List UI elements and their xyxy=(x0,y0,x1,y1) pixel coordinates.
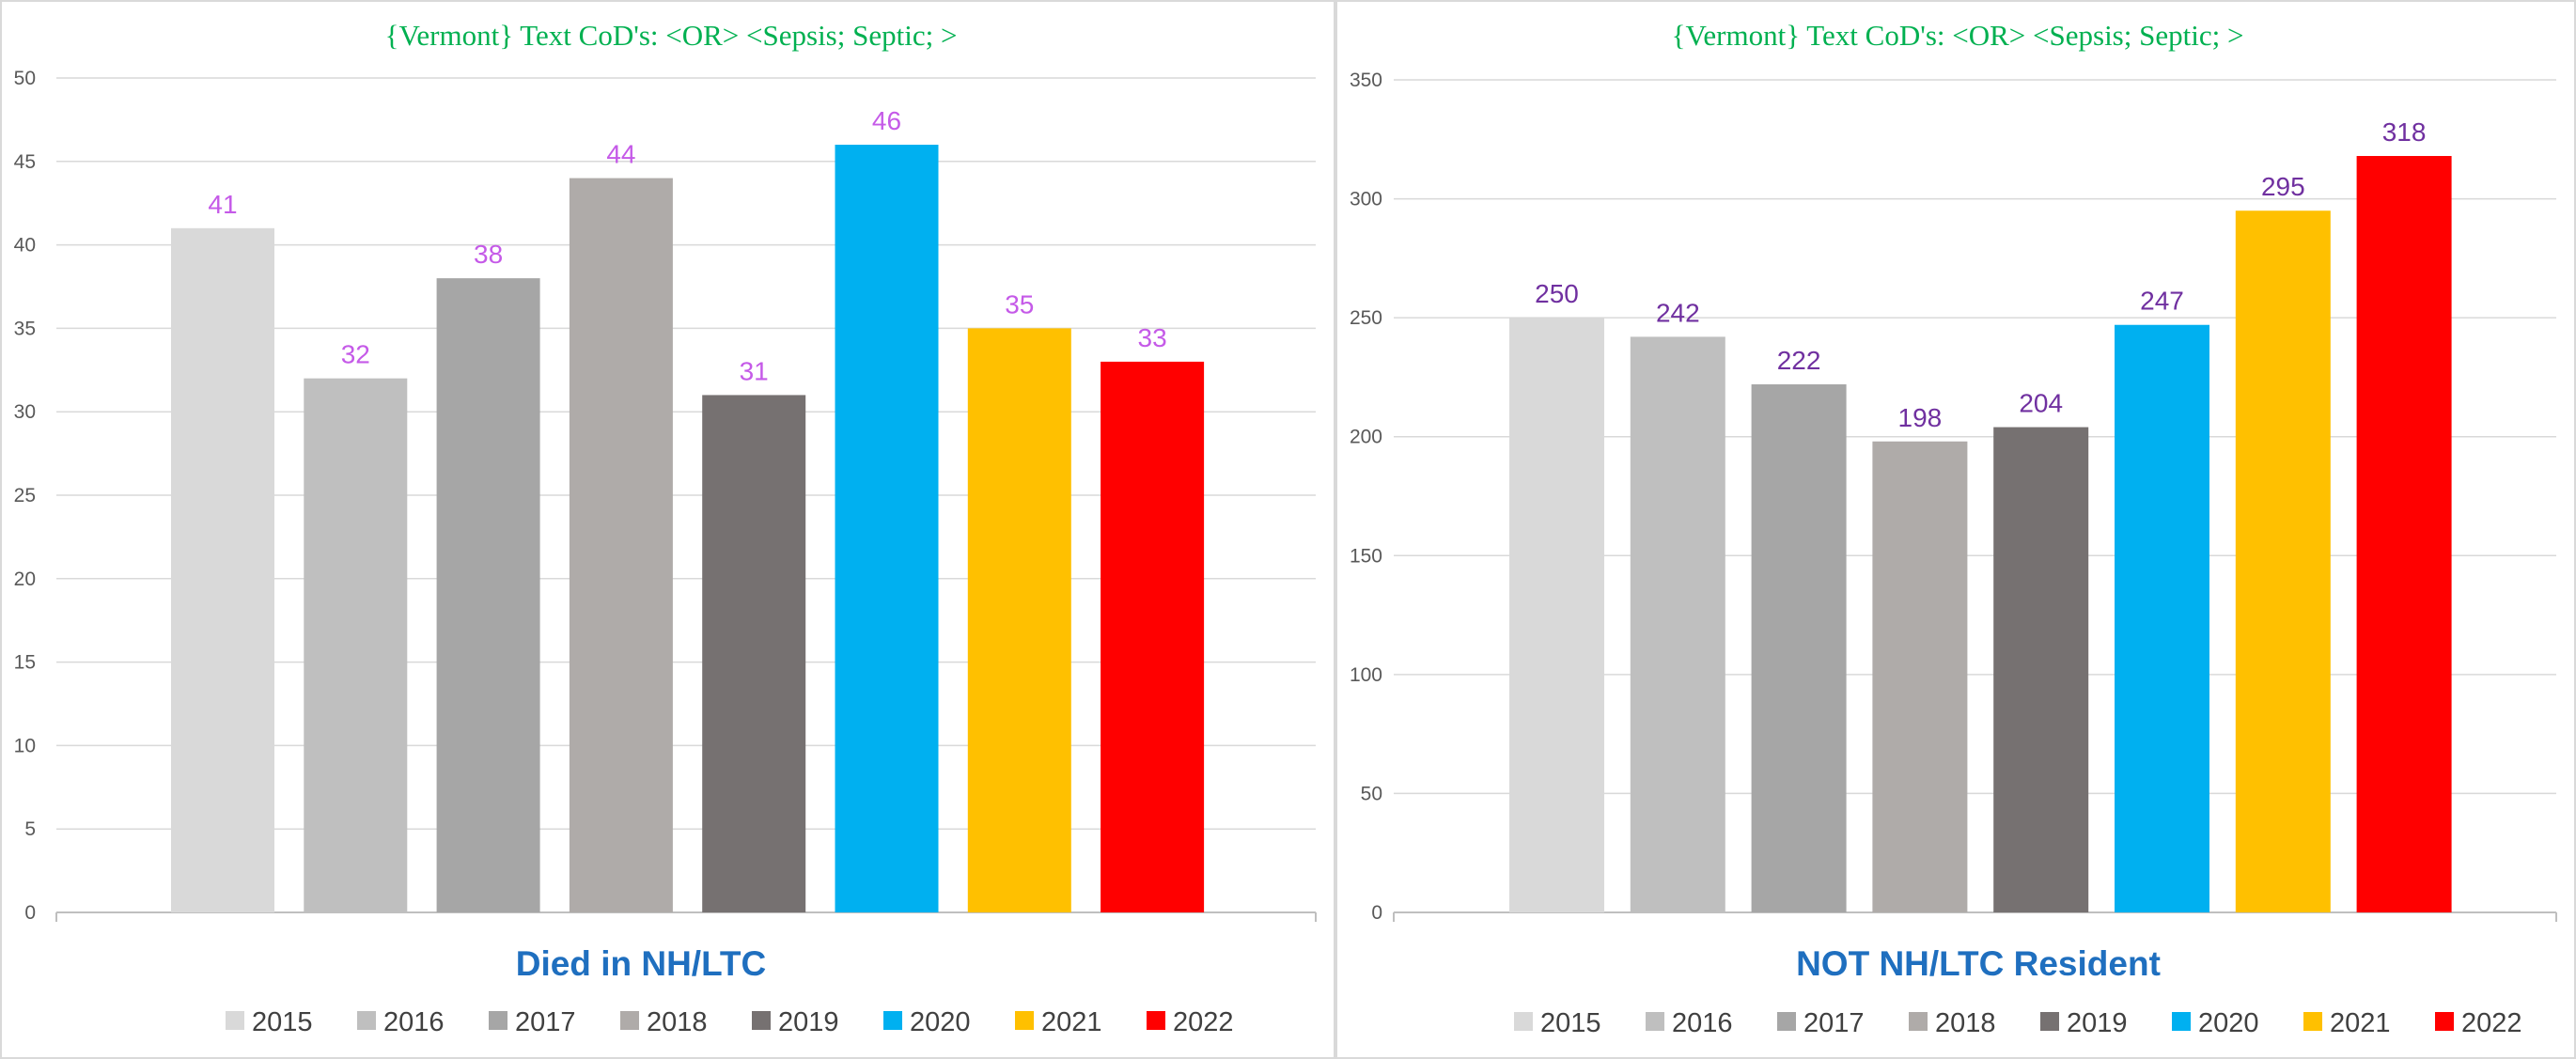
legend-label-2022: 2022 xyxy=(2461,1008,2522,1038)
y-tick-label: 30 xyxy=(14,401,36,423)
legend-swatch-2017 xyxy=(489,1011,507,1030)
legend-swatch-2016 xyxy=(1646,1012,1664,1031)
legend-label-2021: 2021 xyxy=(2330,1008,2391,1038)
chart-panel-right: {Vermont} Text CoD's: <OR> <Sepsis; Sept… xyxy=(1335,0,2576,1059)
legend-label-2015: 2015 xyxy=(1540,1008,1601,1038)
legend-label-2017: 2017 xyxy=(1803,1008,1865,1038)
bar-2021 xyxy=(2235,210,2331,912)
y-tick-label: 25 xyxy=(14,485,36,506)
legend-label-2019: 2019 xyxy=(778,1007,839,1037)
legend-label-2015: 2015 xyxy=(252,1007,313,1037)
legend-swatch-2016 xyxy=(357,1011,376,1030)
data-label-2019: 31 xyxy=(740,356,769,385)
legend-swatch-2020 xyxy=(2172,1012,2191,1031)
data-label-2017: 222 xyxy=(1777,346,1821,375)
legend-label-2016: 2016 xyxy=(383,1007,445,1037)
legend-label-2016: 2016 xyxy=(1672,1008,1733,1038)
bar-2017 xyxy=(1751,384,1847,913)
data-label-2015: 250 xyxy=(1535,279,1579,308)
data-label-2016: 242 xyxy=(1656,298,1700,327)
bar-2022 xyxy=(2356,156,2452,912)
data-label-2021: 295 xyxy=(2261,172,2305,201)
legend-swatch-2020 xyxy=(883,1011,902,1030)
data-label-2016: 32 xyxy=(341,340,370,369)
bar-2015 xyxy=(171,227,274,913)
y-tick-label: 45 xyxy=(14,151,36,173)
legend-swatch-2021 xyxy=(1015,1011,1034,1030)
legend-swatch-2018 xyxy=(1909,1012,1928,1031)
legend-label-2017: 2017 xyxy=(515,1007,576,1037)
y-tick-label: 250 xyxy=(1350,307,1382,329)
legend-label-2018: 2018 xyxy=(647,1007,708,1037)
data-label-2018: 198 xyxy=(1898,403,1943,432)
chart-left-title: {Vermont} Text CoD's: <OR> <Sepsis; Sept… xyxy=(385,19,958,52)
y-tick-label: 300 xyxy=(1350,189,1382,210)
legend-swatch-2021 xyxy=(2303,1012,2322,1031)
y-tick-label: 150 xyxy=(1350,545,1382,567)
bar-2020 xyxy=(835,145,939,913)
data-label-2022: 33 xyxy=(1138,323,1167,352)
legend-swatch-2017 xyxy=(1777,1012,1796,1031)
y-tick-label: 20 xyxy=(14,568,36,590)
y-tick-label: 0 xyxy=(24,902,36,924)
data-label-2020: 247 xyxy=(2140,287,2184,316)
legend-label-2018: 2018 xyxy=(1935,1008,1996,1038)
y-tick-label: 200 xyxy=(1350,427,1382,448)
y-tick-label: 35 xyxy=(14,318,36,339)
chart-left-svg: {Vermont} Text CoD's: <OR> <Sepsis; Sept… xyxy=(14,19,1317,1037)
legend-label-2019: 2019 xyxy=(2067,1008,2128,1038)
bar-2018 xyxy=(1872,441,1968,912)
chart-left-category-label: Died in NH/LTC xyxy=(516,944,767,983)
legend-swatch-2022 xyxy=(2435,1012,2454,1031)
y-tick-label: 50 xyxy=(14,68,36,89)
bar-2016 xyxy=(1630,336,1725,912)
legend-swatch-2015 xyxy=(226,1011,244,1030)
legend-swatch-2018 xyxy=(620,1011,639,1030)
bar-2017 xyxy=(436,278,540,912)
y-tick-label: 350 xyxy=(1350,70,1382,91)
bar-2022 xyxy=(1101,361,1205,912)
y-tick-label: 50 xyxy=(1361,783,1382,804)
legend-label-2022: 2022 xyxy=(1173,1007,1234,1037)
bar-2018 xyxy=(569,178,673,912)
bar-2016 xyxy=(304,378,408,912)
bar-2021 xyxy=(967,328,1071,912)
y-tick-label: 5 xyxy=(24,818,36,840)
y-tick-label: 15 xyxy=(14,652,36,674)
legend-label-2021: 2021 xyxy=(1041,1007,1102,1037)
data-label-2017: 38 xyxy=(474,240,503,269)
data-label-2019: 204 xyxy=(2019,389,2063,418)
bar-2015 xyxy=(1509,318,1604,913)
legend-label-2020: 2020 xyxy=(910,1007,971,1037)
chart-right-svg: {Vermont} Text CoD's: <OR> <Sepsis; Sept… xyxy=(1350,19,2557,1038)
data-label-2020: 46 xyxy=(872,106,901,135)
bar-2019 xyxy=(702,395,806,912)
bar-2020 xyxy=(2115,324,2209,912)
y-tick-label: 10 xyxy=(14,735,36,756)
data-label-2015: 41 xyxy=(208,190,237,219)
legend-swatch-2015 xyxy=(1514,1012,1533,1031)
legend-swatch-2019 xyxy=(2040,1012,2059,1031)
y-tick-label: 0 xyxy=(1371,902,1382,924)
data-label-2021: 35 xyxy=(1005,289,1034,319)
legend-swatch-2022 xyxy=(1147,1011,1165,1030)
data-label-2022: 318 xyxy=(2382,117,2427,147)
bar-2019 xyxy=(1993,427,2089,912)
legend-label-2020: 2020 xyxy=(2198,1008,2259,1038)
chart-panel-left: {Vermont} Text CoD's: <OR> <Sepsis; Sept… xyxy=(0,0,1335,1059)
data-label-2018: 44 xyxy=(606,140,635,169)
chart-right-title: {Vermont} Text CoD's: <OR> <Sepsis; Sept… xyxy=(1672,19,2244,52)
y-tick-label: 100 xyxy=(1350,664,1382,686)
y-tick-label: 40 xyxy=(14,235,36,257)
legend-swatch-2019 xyxy=(752,1011,771,1030)
chart-right-category-label: NOT NH/LTC Resident xyxy=(1796,944,2161,983)
